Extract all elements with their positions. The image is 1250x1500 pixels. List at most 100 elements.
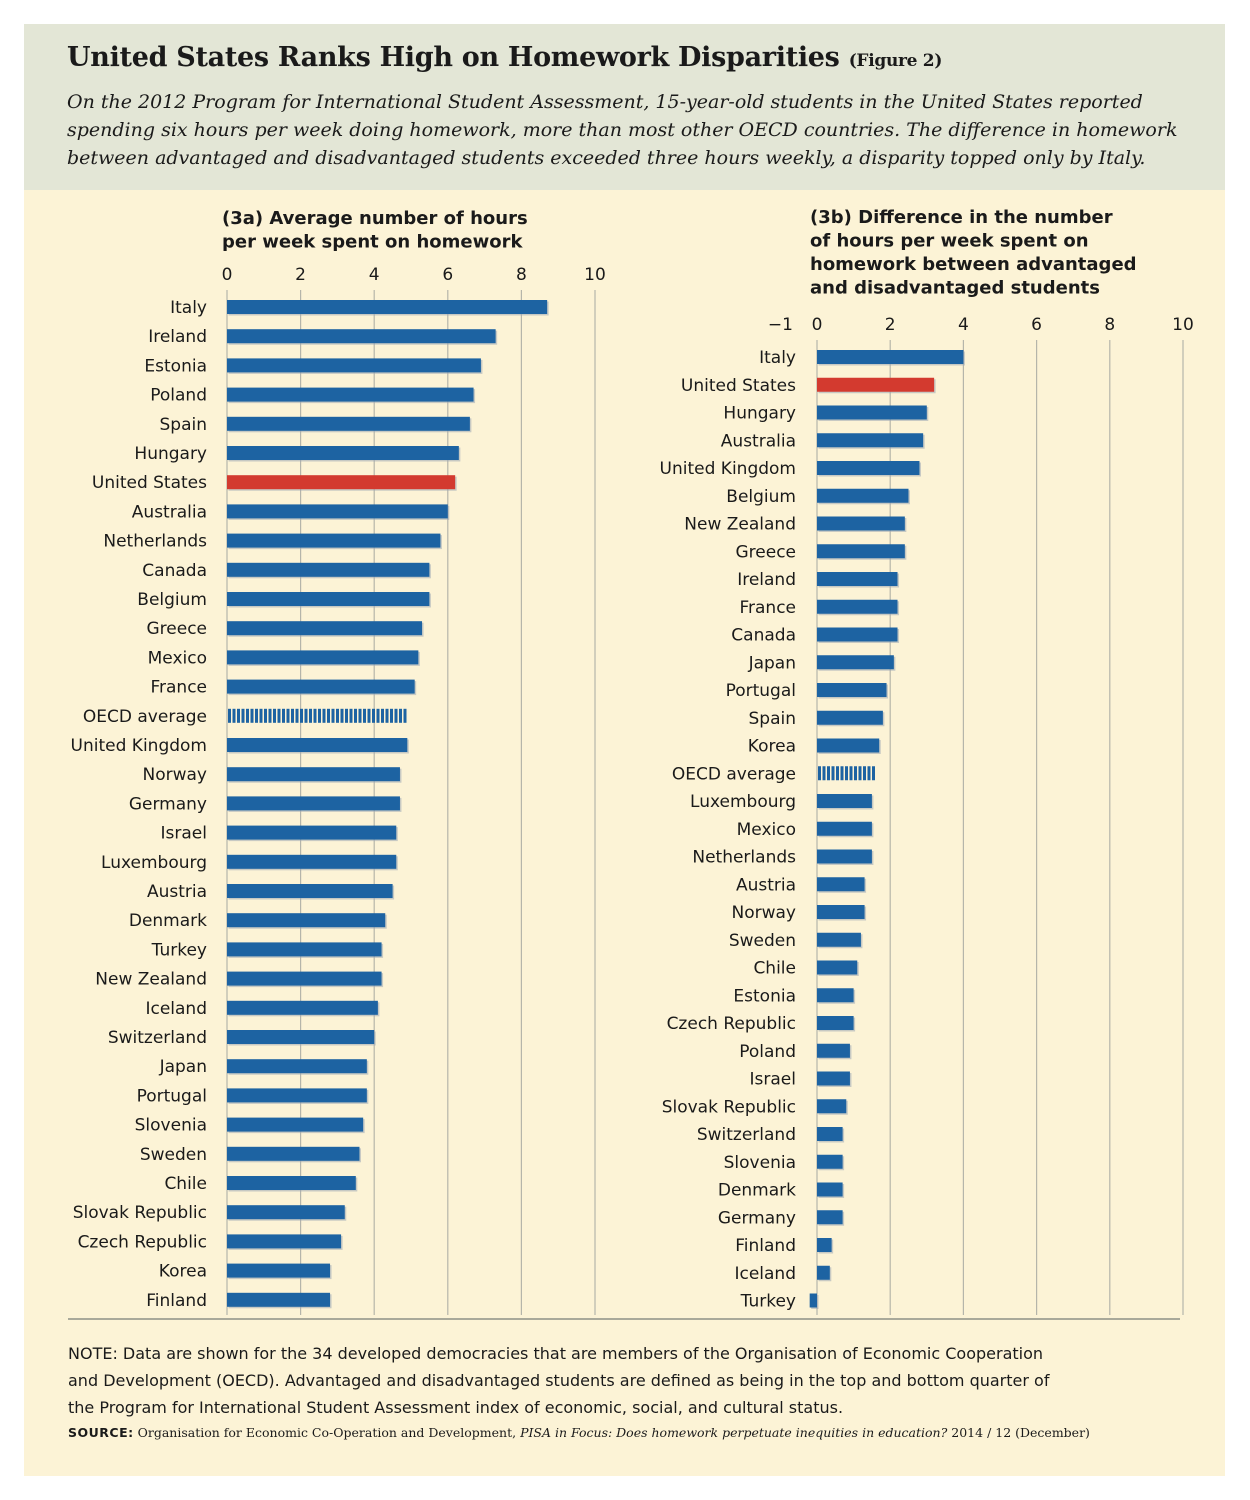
chart-3b-title-text: and disadvantaged students	[810, 278, 1100, 299]
chart-3b-category-label: Switzerland	[697, 1125, 796, 1145]
chart-3a-bar-oecd-stripe	[340, 708, 344, 723]
chart-3b-title-line: of hours per week spent on	[810, 231, 1089, 252]
chart-3b-bar	[817, 599, 898, 614]
chart-3a-bar-oecd-stripe	[376, 708, 380, 723]
chart-3a-category-label: Germany	[129, 794, 207, 814]
chart-3a-bar-oecd-stripe	[394, 708, 398, 723]
chart-3a-bar-oecd-stripe	[367, 708, 371, 723]
chart-3a-category-label: Mexico	[148, 648, 207, 668]
chart-3a-bar-oecd-stripe	[372, 708, 375, 723]
chart-3a-bar	[227, 621, 423, 636]
chart-3b-bar	[817, 988, 854, 1003]
chart-3a-bar	[227, 1000, 378, 1015]
chart-3a-bar	[227, 562, 430, 577]
chart-3b-bar	[817, 683, 887, 697]
chart-3a-title-text: per week spent on homework	[222, 232, 523, 253]
chart-3a-bar-oecd-stripe	[237, 708, 240, 723]
chart-3b-title-text: Difference in the number	[858, 207, 1113, 228]
chart-3b-bar	[817, 350, 964, 364]
source-text: Organisation for Economic Co-Operation a…	[137, 1425, 517, 1440]
chart-3a-bar	[227, 1263, 331, 1278]
chart-3a-category-label: France	[150, 678, 207, 698]
chart-3b-bar	[817, 405, 927, 420]
chart-3a-bar-oecd-stripe	[264, 708, 267, 723]
chart-3a-bar-oecd-stripe	[241, 708, 245, 723]
source-label: SOURCE:	[68, 1425, 134, 1440]
chart-3b-category-label: France	[739, 598, 796, 618]
chart-3a-bar-oecd-stripe	[309, 708, 312, 723]
chart-3b-category-label: Israel	[750, 1070, 796, 1090]
chart-3b-bar	[817, 1210, 843, 1225]
chart-3b-bar	[817, 488, 909, 503]
chart-3b-bar	[817, 544, 905, 559]
chart-3a-bar-oecd-stripe	[336, 708, 339, 723]
chart-3b-category-label: Greece	[735, 542, 796, 562]
chart-3b-bar	[817, 1043, 850, 1058]
chart-3a-bar-oecd-stripe	[345, 708, 348, 723]
chart-3a-title-line: (3a) Average number of hours	[222, 208, 528, 229]
chart-3b-bar	[817, 877, 865, 892]
chart-3a-category-label: Japan	[159, 1057, 207, 1077]
chart-3b-title-line: homework between advantaged	[810, 254, 1137, 275]
chart-3a-bar	[227, 446, 459, 460]
chart-3a-category-label: Sweden	[140, 1145, 207, 1165]
chart-3a-bar-oecd-stripe	[273, 708, 276, 723]
chart-3a-category-label: Estonia	[144, 356, 207, 376]
chart-3b-category-label: Poland	[739, 1042, 796, 1062]
chart-3a-category-label: New Zealand	[95, 970, 207, 990]
chart-3a-bar	[227, 329, 496, 344]
chart-3b-bar	[817, 738, 880, 753]
chart-3b-bar-oecd-stripe	[872, 766, 875, 781]
subtitle-line: spending six hours per week doing homewo…	[67, 119, 1178, 141]
chart-3b-bar-oecd-stripe	[854, 766, 857, 781]
chart-3a-category-label: United States	[92, 473, 207, 493]
chart-3a-bar	[227, 1030, 375, 1044]
chart-3a-bar-oecd-stripe	[246, 708, 249, 723]
source-date: 2014 / 12 (December)	[951, 1425, 1090, 1440]
chart-3b-bar-oecd-stripe	[867, 766, 871, 781]
chart-3a-category-label: Australia	[132, 502, 207, 522]
chart-3b-category-label: United States	[681, 376, 796, 396]
chart-3a-bar	[227, 1117, 364, 1132]
chart-3b-bar	[817, 433, 924, 448]
chart-3b-category-label: Belgium	[726, 487, 796, 507]
chart-3a-category-label: Austria	[147, 882, 207, 902]
chart-3b-category-label: Germany	[718, 1208, 796, 1228]
chart-3b-category-label: New Zealand	[684, 515, 796, 535]
note-line: and Development (OECD). Advantaged and d…	[68, 1371, 1050, 1390]
chart-3a-tick-label: 2	[295, 265, 306, 285]
chart-3b-category-label: Slovenia	[724, 1153, 796, 1173]
chart-3a-bar	[227, 387, 474, 402]
chart-3a-category-label: Belgium	[137, 590, 207, 610]
chart-3a-bar	[227, 1146, 360, 1161]
chart-3a-category-label: Chile	[164, 1174, 207, 1194]
chart-3a-bar-oecd-stripe	[228, 708, 231, 723]
chart-3b-bar	[817, 960, 858, 975]
chart-3a-category-label: United Kingdom	[71, 736, 207, 756]
chart-3b-tick-label: 6	[1031, 315, 1042, 335]
chart-3a-category-label: Luxembourg	[101, 853, 207, 873]
chart-3b-category-label: Italy	[759, 348, 796, 368]
chart-3a-bar-oecd-stripe	[313, 708, 317, 723]
chart-3b-bar	[817, 1238, 832, 1252]
chart-3a-bar-oecd-stripe	[291, 708, 294, 723]
chart-3b-title-prefix: (3b)	[810, 207, 858, 228]
chart-3a-bar-oecd-stripe	[390, 708, 393, 723]
chart-3a-bar	[227, 1059, 367, 1074]
chart-3b-bar	[817, 1099, 847, 1114]
chart-3b-category-label: Mexico	[737, 820, 796, 840]
chart-3a-category-label: Italy	[170, 298, 207, 318]
chart-3a-bar	[227, 475, 456, 490]
chart-3a-bar	[227, 854, 397, 869]
figure-subtitle: On the 2012 Program for International St…	[67, 88, 1177, 172]
chart-3b-category-label: Luxembourg	[690, 792, 796, 812]
note-line: NOTE: Data are shown for the 34 develope…	[68, 1344, 1044, 1363]
chart-3a-bar-oecd-stripe	[286, 708, 290, 723]
chart-3a-bar-oecd-stripe	[363, 708, 366, 723]
chart-3b-bar	[817, 1071, 850, 1086]
figure-title: United States Ranks High on Homework Dis…	[67, 42, 942, 73]
chart-3b-bar-oecd-stripe	[827, 766, 830, 781]
chart-3b-bar	[817, 932, 861, 947]
chart-3a-category-label: Netherlands	[103, 532, 207, 552]
chart-3a-category-label: Norway	[143, 765, 208, 785]
